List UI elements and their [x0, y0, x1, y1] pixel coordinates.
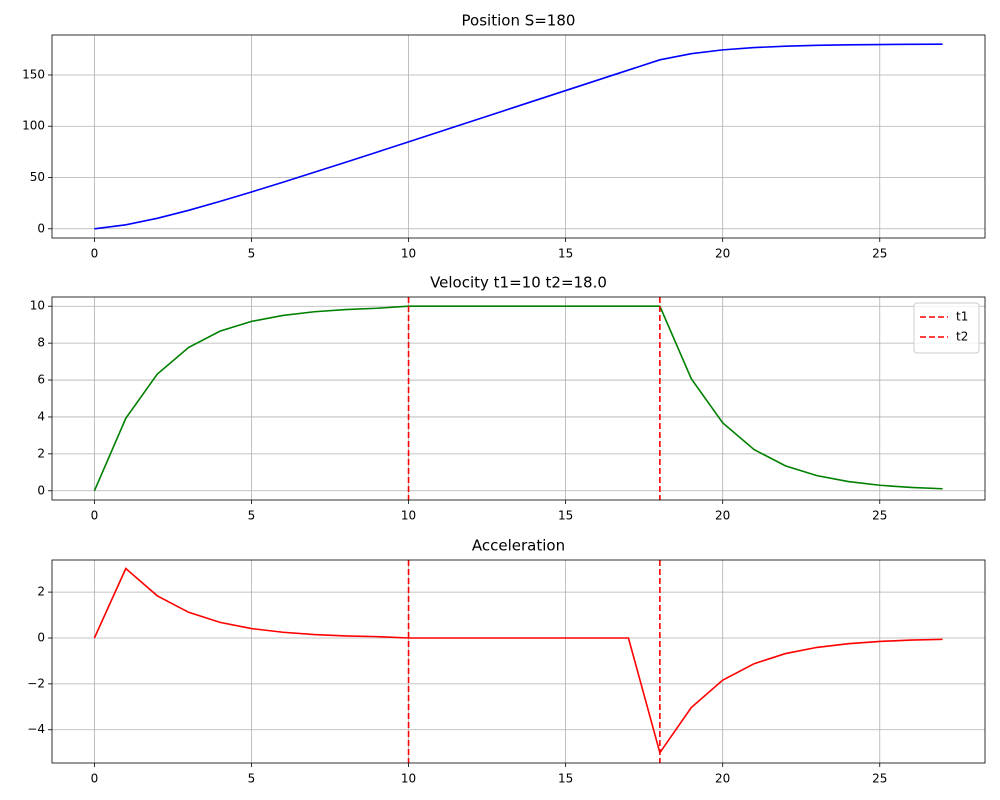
- x-tick-label: 20: [715, 509, 730, 523]
- chart-title: Velocity t1=10 t2=18.0: [430, 274, 607, 292]
- chart-title: Acceleration: [472, 537, 565, 555]
- y-tick-label: 0: [37, 221, 45, 235]
- y-tick-label: 8: [37, 336, 45, 350]
- x-tick-label: 10: [401, 509, 416, 523]
- x-tick-label: 25: [872, 509, 887, 523]
- x-tick-label: 10: [401, 247, 416, 261]
- axes-frame: [51, 34, 986, 239]
- legend-label: t2: [956, 330, 968, 344]
- x-tick-label: 0: [91, 772, 99, 786]
- y-tick-label: 0: [37, 483, 45, 497]
- legend-label: t1: [956, 310, 968, 324]
- x-tick-label: 5: [248, 509, 256, 523]
- data-line: [94, 43, 943, 230]
- y-tick-label: −4: [27, 722, 45, 736]
- y-tick-label: 100: [22, 119, 45, 133]
- legend-box: [913, 302, 980, 354]
- y-tick-label: 10: [30, 299, 45, 313]
- x-tick-label: 20: [715, 247, 730, 261]
- y-tick-label: 2: [37, 446, 45, 460]
- y-tick-label: −2: [27, 676, 45, 690]
- x-tick-label: 25: [872, 772, 887, 786]
- x-tick-label: 5: [248, 772, 256, 786]
- chart-title: Position S=180: [462, 12, 576, 30]
- y-tick-label: 150: [22, 67, 45, 81]
- data-line: [93, 567, 943, 755]
- x-tick-label: 0: [91, 247, 99, 261]
- axes-frame: [51, 559, 986, 764]
- y-tick-label: 6: [37, 373, 45, 387]
- x-tick-label: 0: [91, 509, 99, 523]
- x-tick-label: 5: [248, 247, 256, 261]
- x-tick-label: 15: [558, 509, 573, 523]
- x-tick-label: 15: [558, 247, 573, 261]
- y-tick-label: 2: [37, 585, 45, 599]
- y-tick-label: 0: [37, 630, 45, 644]
- x-tick-label: 20: [715, 772, 730, 786]
- x-tick-label: 15: [558, 772, 573, 786]
- x-tick-label: 25: [872, 247, 887, 261]
- axes-frame: [51, 296, 986, 501]
- x-tick-label: 10: [401, 772, 416, 786]
- y-tick-label: 50: [30, 170, 45, 184]
- data-line: [93, 305, 943, 492]
- y-tick-label: 4: [37, 409, 45, 423]
